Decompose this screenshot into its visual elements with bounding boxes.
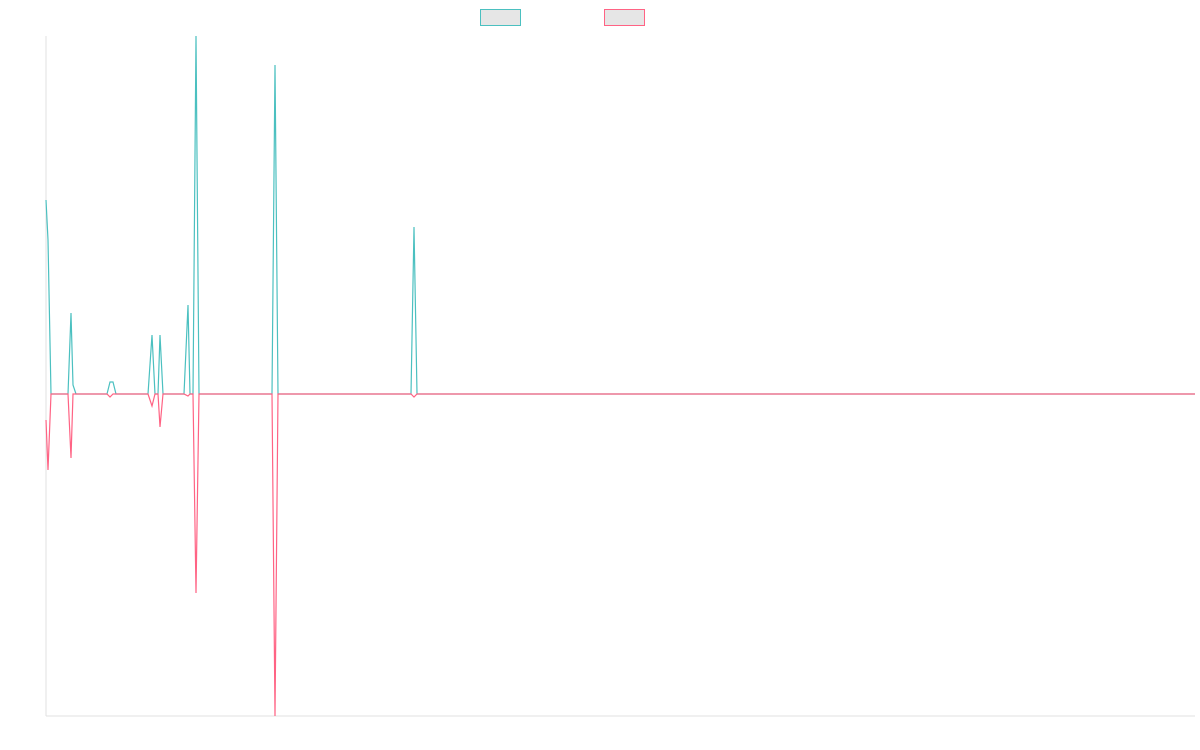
series-line <box>45 393 1195 717</box>
legend-swatch <box>604 9 645 26</box>
legend-swatch <box>480 9 521 26</box>
series-line <box>45 35 1195 395</box>
